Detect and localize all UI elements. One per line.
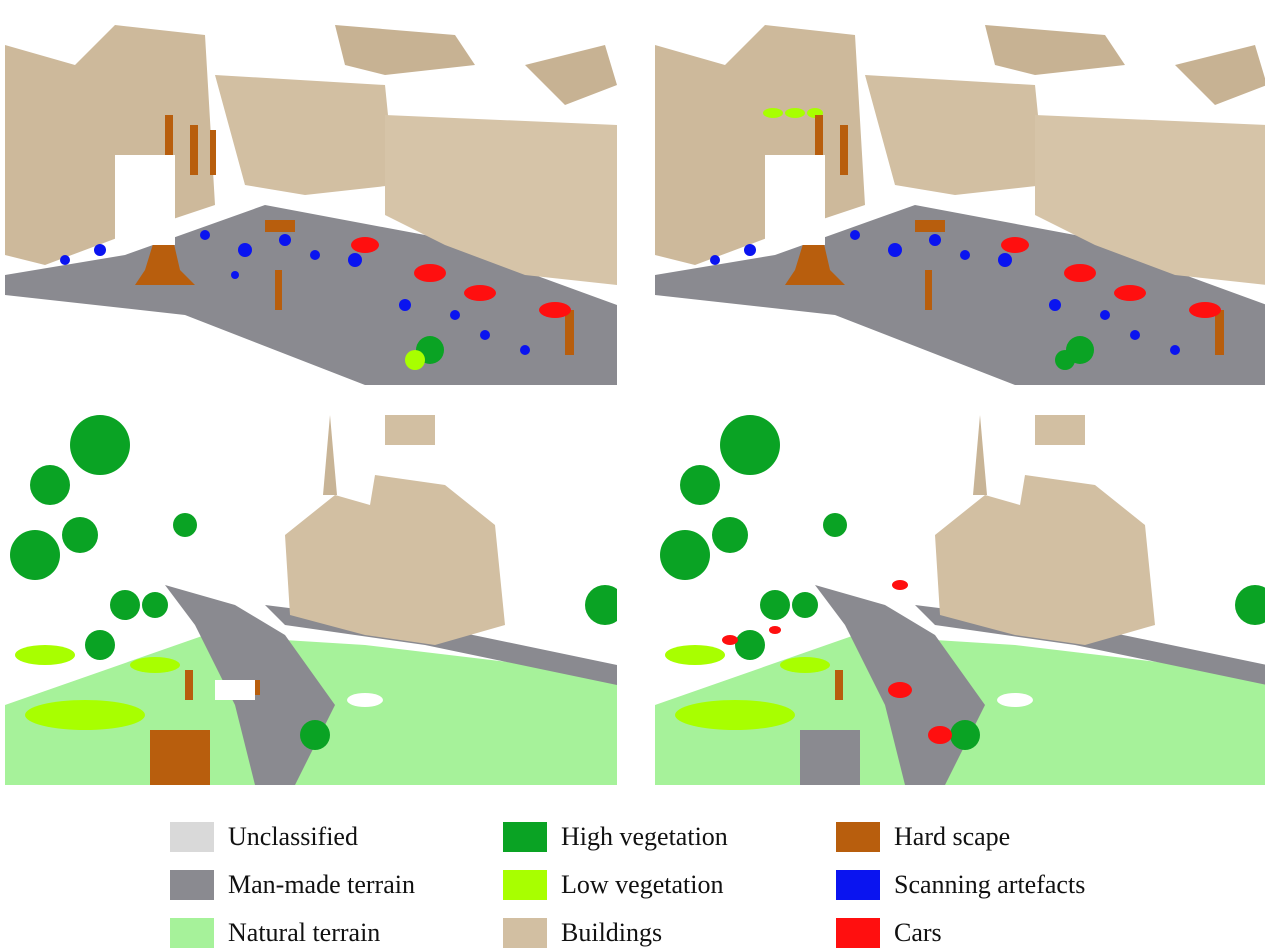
legend-label-scanning-artefacts: Scanning artefacts (894, 870, 1086, 899)
hard-scape-poles (165, 115, 574, 355)
scanning-artefact-points (710, 230, 1180, 355)
legend-item-hard-scape: Hard scape (836, 820, 1010, 854)
point-cloud-town-square-left (5, 5, 617, 385)
legend-item-unclassified: Unclassified (170, 820, 358, 854)
legend-swatch-scanning-artefacts (836, 870, 880, 900)
legend-label-unclassified: Unclassified (228, 822, 358, 851)
legend-label-low-vegetation: Low vegetation (561, 870, 724, 899)
hard-scape-objects (835, 670, 843, 700)
legend-label-hard-scape: Hard scape (894, 822, 1011, 851)
high-vegetation-bush (1055, 336, 1094, 370)
high-vegetation-trees (10, 415, 617, 750)
building-block-right (1035, 115, 1265, 285)
low-vegetation-patches (665, 645, 830, 730)
legend-swatch-man-made-terrain (170, 870, 214, 900)
point-cloud-church-left (5, 405, 617, 785)
car-points (351, 237, 571, 318)
church-render-right (655, 415, 1265, 785)
building-block-left (655, 25, 865, 265)
car-points (1001, 237, 1221, 318)
legend-swatch-cars (836, 918, 880, 948)
roof-region-right (525, 45, 617, 105)
church-spire (323, 415, 337, 495)
legend-label-man-made-terrain: Man-made terrain (228, 870, 415, 899)
hard-scape-poles (815, 115, 1224, 355)
low-vegetation-points (763, 108, 823, 118)
legend-swatch-unclassified (170, 822, 214, 852)
unscanned-gap-2 (347, 693, 383, 707)
roof-region (985, 25, 1125, 75)
church-building (285, 475, 505, 645)
legend-swatch-buildings (503, 918, 547, 948)
church-render-left (5, 415, 617, 785)
roof-region-right (1175, 45, 1265, 105)
legend-item-low-vegetation: Low vegetation (503, 868, 723, 902)
low-vegetation-patches (15, 645, 180, 730)
building-block-left (5, 25, 215, 265)
class-legend: Unclassified Man-made terrain Natural te… (0, 808, 1265, 949)
unscanned-gap (215, 680, 255, 700)
point-cloud-town-square-right (655, 5, 1265, 385)
legend-item-high-vegetation: High vegetation (503, 820, 728, 854)
unscanned-gap (765, 155, 825, 245)
church-building (935, 475, 1155, 645)
low-vegetation-bush (405, 336, 444, 370)
unscanned-gap (997, 693, 1033, 707)
legend-swatch-natural-terrain (170, 918, 214, 948)
town-square-render-left (5, 25, 617, 385)
legend-item-natural-terrain: Natural terrain (170, 916, 380, 950)
legend-swatch-high-vegetation (503, 822, 547, 852)
legend-label-natural-terrain: Natural terrain (228, 918, 381, 947)
legend-item-scanning-artefacts: Scanning artefacts (836, 868, 1085, 902)
building-block-right (385, 115, 617, 285)
town-square-render-right (655, 25, 1265, 385)
legend-item-buildings: Buildings (503, 916, 662, 950)
building-fragment-top (385, 415, 435, 445)
point-cloud-church-right (655, 405, 1265, 785)
high-vegetation-trees (660, 415, 1265, 750)
building-fragment-top (1035, 415, 1085, 445)
scanning-artefact-points (60, 230, 530, 355)
car-points (722, 580, 952, 744)
building-block-center (215, 75, 395, 195)
legend-swatch-low-vegetation (503, 870, 547, 900)
legend-swatch-hard-scape (836, 822, 880, 852)
building-block-center (865, 75, 1045, 195)
unscanned-gap (115, 155, 175, 245)
paved-square (800, 730, 860, 785)
legend-label-high-vegetation: High vegetation (561, 822, 728, 851)
legend-label-buildings: Buildings (561, 918, 663, 947)
legend-item-man-made-terrain: Man-made terrain (170, 868, 415, 902)
church-spire (973, 415, 987, 495)
legend-label-cars: Cars (894, 918, 942, 947)
legend-item-cars: Cars (836, 916, 942, 950)
roof-region (335, 25, 475, 75)
